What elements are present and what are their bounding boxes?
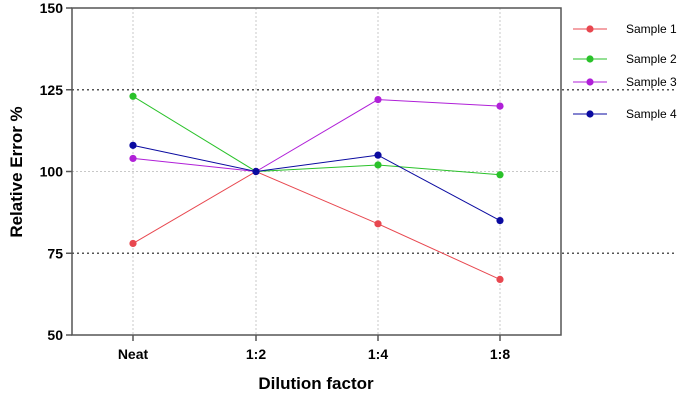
series-line <box>132 95 501 176</box>
x-tick-label: 1:2 <box>246 346 266 362</box>
data-point <box>374 95 382 104</box>
legend-label: Sample 4 <box>626 107 677 121</box>
y-axis-title: Relative Error % <box>7 106 26 237</box>
legend-label: Sample 1 <box>626 22 677 36</box>
series-line <box>132 99 501 173</box>
data-point <box>496 216 504 225</box>
data-point <box>374 220 382 228</box>
data-point <box>252 167 260 176</box>
legend-marker <box>586 55 594 63</box>
x-tick-label: 1:4 <box>368 346 388 362</box>
data-point <box>374 161 382 169</box>
grid-layer <box>72 8 561 335</box>
y-axis-ticks: 50 75 100 125 150 <box>40 0 72 343</box>
y-tick-label: 100 <box>40 164 64 180</box>
x-axis-ticks: Neat 1:2 1:4 1:8 <box>118 335 510 362</box>
data-point <box>129 154 137 163</box>
x-tick-label: Neat <box>118 346 149 362</box>
y-tick-label: 75 <box>47 245 63 261</box>
series-layer <box>129 92 504 284</box>
y-tick-label: 125 <box>40 82 64 98</box>
series-line <box>132 170 501 280</box>
x-tick-label: 1:8 <box>490 346 510 362</box>
x-axis-title: Dilution factor <box>258 374 374 393</box>
y-tick-label: 50 <box>47 327 63 343</box>
legend-marker <box>586 25 594 33</box>
data-point <box>129 92 137 100</box>
data-point <box>496 102 504 110</box>
legend-label: Sample 3 <box>626 75 677 89</box>
legend-marker <box>586 110 594 118</box>
data-point <box>496 275 504 284</box>
legend-label: Sample 2 <box>626 52 677 66</box>
data-point <box>496 171 504 179</box>
data-point <box>129 239 137 248</box>
data-point <box>374 151 382 159</box>
legend: Sample 1 Sample 2 Sample 3 Sample 4 <box>573 22 677 121</box>
data-point <box>129 141 137 149</box>
reference-lines <box>72 89 674 254</box>
legend-marker <box>586 78 594 86</box>
series-line <box>132 144 501 221</box>
y-tick-label: 150 <box>40 0 64 16</box>
